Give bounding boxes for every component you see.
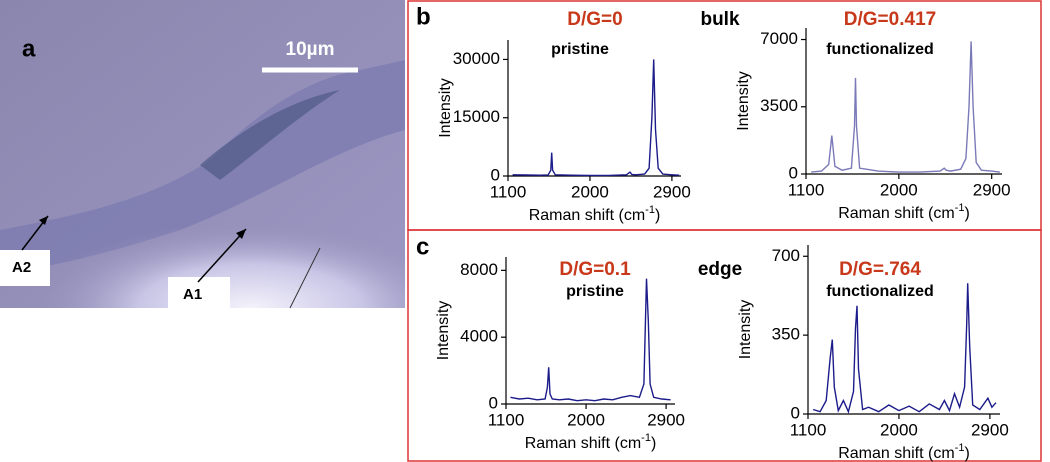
y-axis-label: Intensity	[435, 301, 452, 361]
y-axis-label: Intensity	[737, 300, 754, 360]
x-tick-label: 2000	[571, 182, 609, 201]
x-tick-label: 2000	[880, 420, 918, 439]
x-axis-label-part: Raman shift (cm	[525, 435, 641, 452]
spectrum-line	[812, 283, 997, 414]
x-axis-label: Raman shift (cm-1)	[525, 432, 657, 452]
x-tick-label: 2900	[653, 182, 691, 201]
chart-title: D/G=0	[567, 9, 622, 30]
x-tick-label: 2900	[971, 420, 1009, 439]
y-tick-label: 0	[491, 165, 500, 184]
y-axis-label: Intensity	[437, 78, 454, 138]
region-label: A2	[12, 259, 31, 276]
sample-tag: bulk	[700, 9, 739, 30]
x-axis-label-part: )	[651, 435, 656, 452]
chart-title: D/G=.764	[839, 259, 921, 280]
y-tick-label: 0	[789, 163, 798, 182]
x-axis-label-part: -1	[955, 442, 965, 454]
x-tick-label: 2900	[973, 180, 1011, 199]
y-tick-label: 4000	[460, 327, 498, 346]
y-tick-label: 350	[772, 325, 800, 344]
y-tick-label: 0	[791, 403, 800, 422]
x-axis-label-part: )	[655, 207, 660, 224]
x-axis-label-part: )	[964, 445, 969, 462]
x-axis-label-part: )	[964, 205, 969, 222]
x-tick-label: 1100	[490, 182, 527, 201]
chart-subtitle: pristine	[551, 41, 609, 58]
x-axis-label-part: -1	[645, 204, 655, 216]
region-label: A1	[183, 286, 202, 303]
panel-frame	[407, 229, 1042, 462]
panel-letter: b	[416, 3, 431, 30]
y-tick-label: 8000	[460, 260, 498, 279]
x-tick-label: 2000	[567, 410, 605, 429]
sample-tag: edge	[698, 259, 742, 280]
y-tick-label: 700	[772, 246, 800, 265]
spectrum-line	[512, 59, 680, 177]
spectrum-line	[811, 41, 1000, 173]
chart-title: D/G=0.1	[559, 259, 631, 280]
x-axis-label: Raman shift (cm-1)	[838, 202, 970, 222]
y-tick-label: 30000	[453, 49, 500, 68]
x-axis-label-part: Raman shift (cm	[838, 445, 954, 462]
chart-subtitle: functionalized	[826, 283, 934, 300]
x-axis-label: Raman shift (cm-1)	[838, 442, 970, 462]
y-axis-label: Intensity	[735, 71, 752, 131]
x-tick-label: 1100	[790, 420, 827, 439]
spectrum-line	[510, 278, 671, 402]
x-axis-label-part: Raman shift (cm	[529, 207, 645, 224]
scale-label: 10µm	[286, 39, 335, 60]
x-axis-label: Raman shift (cm-1)	[529, 204, 661, 224]
chart-title: D/G=0.417	[844, 9, 936, 30]
x-tick-label: 2000	[880, 180, 918, 199]
x-tick-label: 2900	[647, 410, 685, 429]
panel-letter: c	[416, 233, 429, 260]
micrograph: 10µm a A2 A1	[0, 0, 405, 309]
y-tick-label: 0	[489, 393, 498, 412]
chart-subtitle: pristine	[566, 283, 624, 300]
panel-letter: a	[22, 35, 36, 62]
x-tick-label: 1100	[488, 410, 525, 429]
x-axis-label-part: -1	[955, 202, 965, 214]
x-axis-label-part: Raman shift (cm	[838, 205, 954, 222]
x-tick-label: 1100	[788, 180, 825, 199]
y-tick-label: 15000	[453, 107, 500, 126]
chart-subtitle: functionalized	[826, 41, 934, 58]
x-axis-label-part: -1	[641, 432, 651, 444]
y-tick-label: 3500	[760, 96, 798, 115]
y-tick-label: 7000	[760, 29, 798, 48]
